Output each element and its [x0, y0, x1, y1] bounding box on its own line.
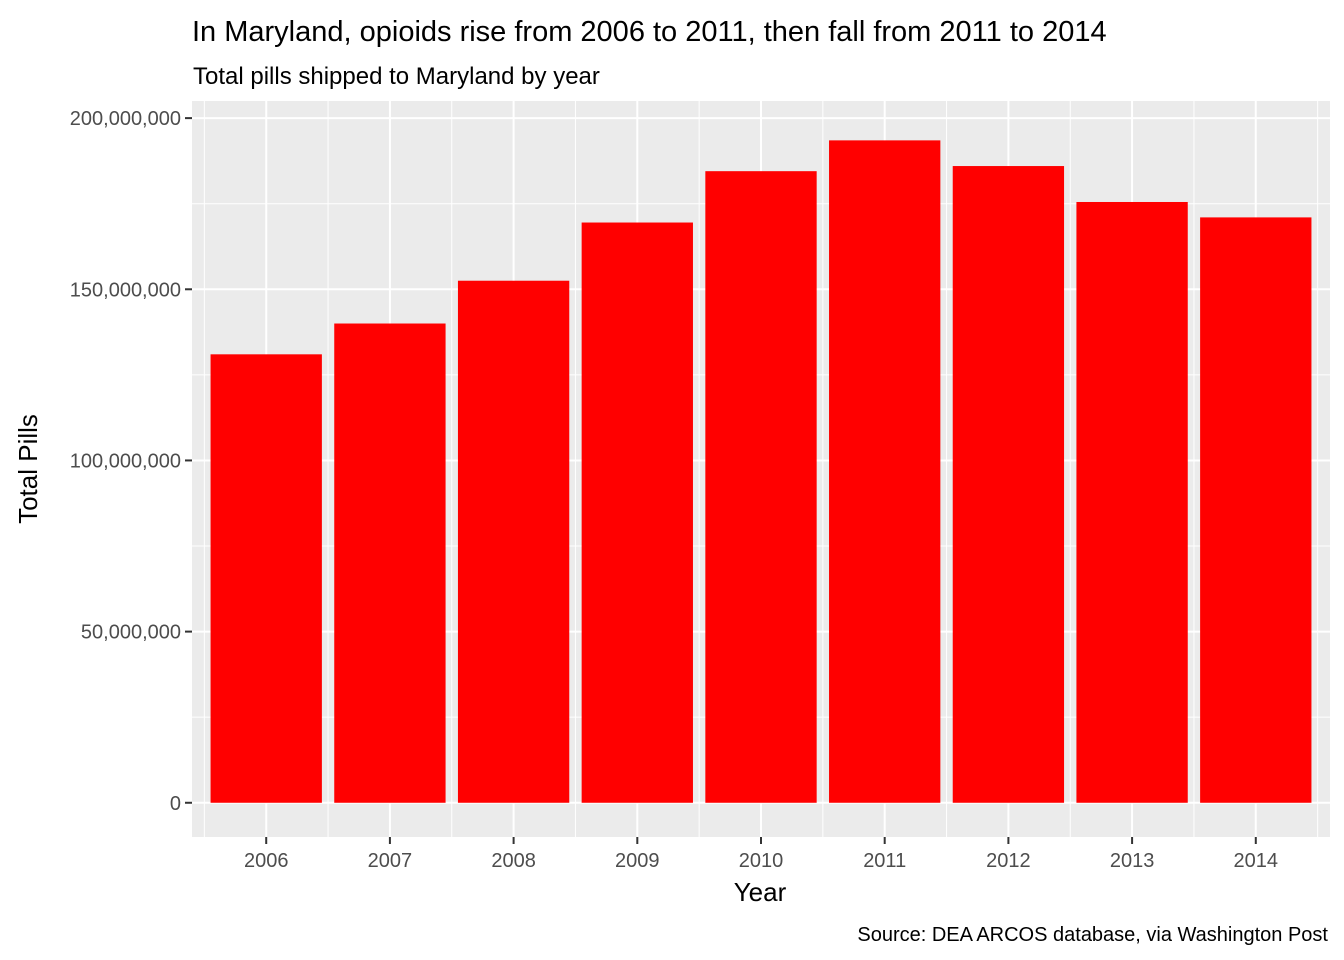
x-tick-label: 2013 — [1110, 850, 1155, 872]
bar-2013 — [1076, 201, 1188, 803]
y-tick-label: 200,000,000 — [70, 108, 181, 130]
x-tick-label: 2014 — [1234, 850, 1279, 872]
chart-subtitle: Total pills shipped to Maryland by year — [193, 63, 600, 90]
y-tick-label: 150,000,000 — [70, 279, 181, 301]
x-tick-label: 2008 — [491, 850, 536, 872]
source-caption: Source: DEA ARCOS database, via Washingt… — [857, 924, 1328, 946]
bar-2012 — [952, 166, 1065, 803]
x-tick-label: 2011 — [863, 850, 906, 872]
bars — [210, 140, 1312, 803]
bar-2011 — [829, 140, 941, 803]
bar-2006 — [210, 354, 322, 803]
bar-2008 — [457, 280, 570, 803]
y-axis: 0 50,000,000 100,000,000 150,000,000 200,000… — [70, 108, 192, 815]
y-tick-label: 100,000,000 — [70, 450, 181, 472]
chart-title: In Maryland, opioids rise from 2006 to 2… — [192, 16, 1107, 48]
bar-2007 — [334, 323, 446, 803]
y-tick-label: 50,000,000 — [81, 622, 181, 644]
x-tick-label: 2012 — [986, 850, 1031, 872]
x-axis-title: Year — [734, 877, 787, 907]
y-axis-title: Total Pills — [13, 414, 43, 524]
bar-2010 — [705, 171, 817, 803]
x-tick-label: 2007 — [368, 850, 413, 872]
x-tick-label: 2006 — [244, 850, 289, 872]
x-tick-label: 2009 — [615, 850, 660, 872]
y-tick-label: 0 — [170, 793, 181, 815]
x-tick-label: 2010 — [739, 850, 784, 872]
bar-2014 — [1200, 217, 1312, 803]
x-axis: 2006 2007 2008 2009 2010 2011 2012 2013 2014 — [244, 837, 1278, 872]
bar-2009 — [581, 222, 693, 803]
